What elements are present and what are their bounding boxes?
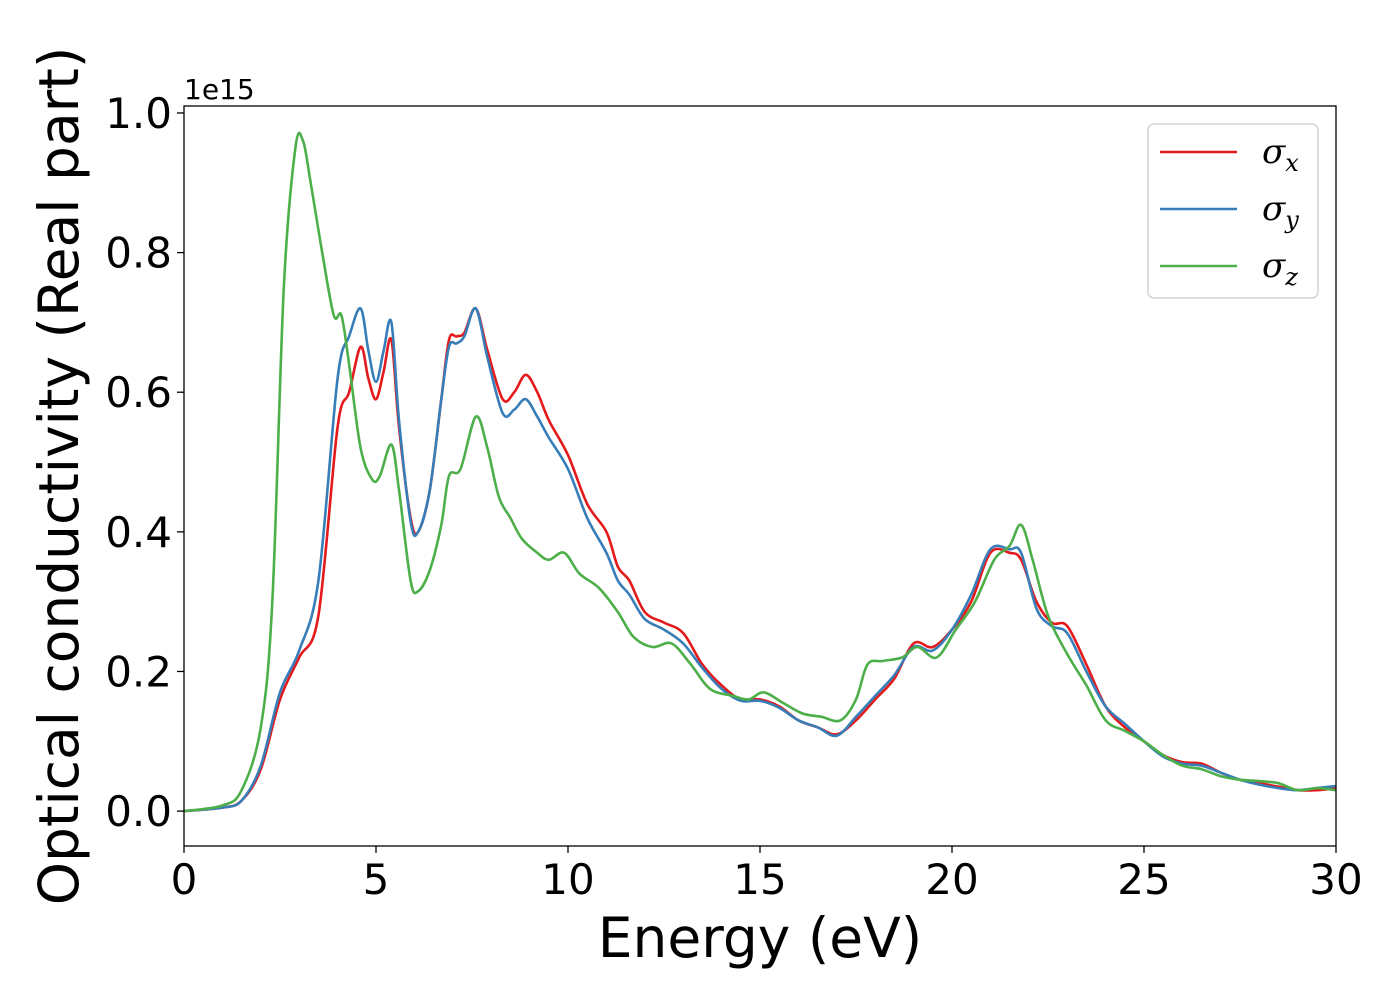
x-axis-title: Energy (eV) xyxy=(598,906,922,970)
y-tick-label: 0.4 xyxy=(105,508,172,557)
series-line-y xyxy=(184,307,1336,813)
legend-frame xyxy=(1147,123,1319,299)
legend-label-x: σx xyxy=(1262,132,1299,177)
y-tick-label: 1.0 xyxy=(105,89,172,138)
y-axis: 0.0 0.2 0.4 0.6 0.8 1.0 xyxy=(105,89,184,836)
y-axis-title: Optical conductivity (Real part) xyxy=(27,47,91,906)
x-tick-label: 15 xyxy=(733,855,786,904)
legend: σx σy σz xyxy=(1147,123,1319,299)
x-tick-label: 10 xyxy=(541,855,594,904)
plot-area xyxy=(184,106,1336,846)
x-tick-label: 25 xyxy=(1117,855,1170,904)
y-tick-label: 0.6 xyxy=(105,368,172,417)
legend-label-z: σz xyxy=(1262,246,1298,291)
y-tick-label: 0.8 xyxy=(105,229,172,278)
x-tick-label: 0 xyxy=(171,855,198,904)
series-line-z xyxy=(184,131,1336,813)
series-group xyxy=(184,131,1336,813)
x-tick-label: 5 xyxy=(363,855,390,904)
y-tick-label: 0.0 xyxy=(105,787,172,836)
legend-label-y: σy xyxy=(1262,189,1299,234)
y-offset-label: 1e15 xyxy=(184,73,255,106)
y-tick-label: 0.2 xyxy=(105,647,172,696)
x-tick-label: 30 xyxy=(1309,855,1362,904)
x-tick-label: 20 xyxy=(925,855,978,904)
x-axis: 0 5 10 15 20 25 30 xyxy=(171,846,1363,904)
